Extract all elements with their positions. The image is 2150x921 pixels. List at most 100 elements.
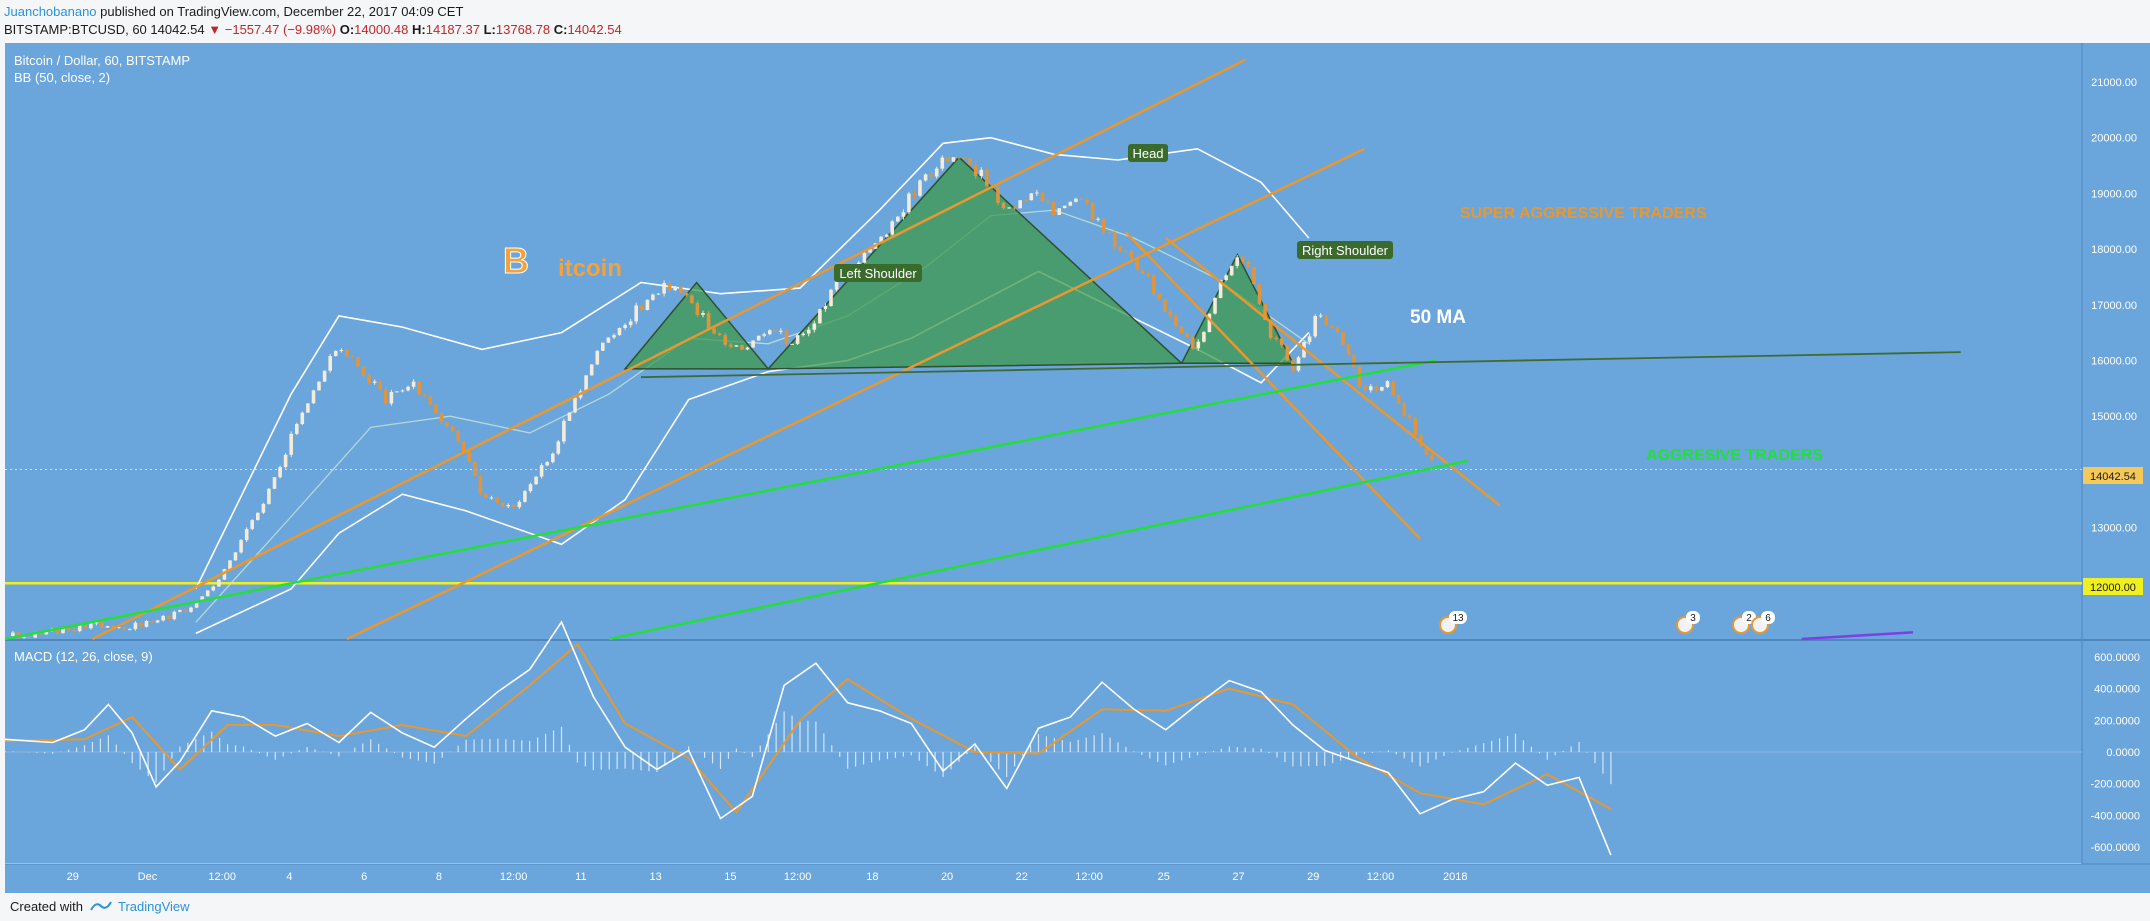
candle-body: [333, 350, 338, 356]
candle-body: [467, 451, 472, 462]
event-count-box: [1686, 611, 1700, 624]
candle-body: [161, 615, 165, 621]
candle-body: [545, 462, 549, 466]
author-link[interactable]: Juanchobanano: [4, 4, 97, 19]
support-badge-box: [2083, 578, 2143, 595]
candle-body: [1391, 381, 1395, 395]
candle-body: [734, 345, 739, 347]
candle-body: [962, 157, 967, 159]
candle-body: [105, 626, 110, 628]
candle-body: [762, 334, 766, 336]
candle-body: [1241, 257, 1245, 262]
candle-body: [111, 626, 115, 629]
macd-signal-line[interactable]: [4, 642, 1612, 814]
price-tick-label: 13000.00: [2091, 523, 2137, 535]
candle-body: [1285, 345, 1290, 361]
candle-body: [450, 426, 455, 431]
event-marker-2[interactable]: 3: [1676, 611, 1700, 634]
aggressive-label: AGGRESIVE TRADERS: [1646, 447, 1823, 464]
candle-body: [1235, 257, 1239, 266]
left-shoulder-label: Left Shoulder: [834, 264, 922, 282]
candle-body: [1257, 284, 1262, 304]
event-marker-3[interactable]: 2: [1732, 611, 1756, 634]
candle-body: [77, 625, 82, 632]
price-tick-label: 18000.00: [2091, 244, 2137, 256]
candle-body: [272, 477, 277, 489]
trendline-green-4[interactable]: [4, 359, 1437, 641]
footer: Created with TradingView: [0, 893, 2150, 921]
chart-area[interactable]: 21000.00 20000.00 19000.00 18000.00 17000.00…: [0, 0, 2150, 893]
candle-body: [929, 174, 933, 177]
candle-body: [1246, 261, 1251, 267]
candle-body: [556, 441, 561, 454]
candle-body: [1018, 200, 1022, 209]
candle-body: [322, 370, 327, 382]
candle-body: [1213, 298, 1217, 314]
candle-body: [222, 569, 227, 580]
candle-body: [1024, 200, 1028, 202]
event-marker-4[interactable]: 6: [1751, 611, 1775, 634]
candle-body: [701, 313, 705, 315]
candle-body: [1057, 208, 1061, 215]
candle-body: [1268, 319, 1273, 338]
candle-body: [189, 607, 193, 612]
candle-body: [946, 157, 950, 162]
candle-body: [567, 412, 572, 421]
left-shoulder-label-box: [834, 264, 922, 282]
candle-body: [823, 306, 828, 309]
candle-body: [717, 333, 722, 335]
legend-bb[interactable]: BB (50, close, 2): [14, 70, 110, 85]
candle-body: [617, 328, 622, 336]
trendline-orange-2[interactable]: [1125, 231, 1422, 540]
price-tick-label: 17000.00: [2091, 300, 2137, 312]
right-shoulder-label: Right Shoulder: [1297, 241, 1393, 259]
trendline-orange-0[interactable]: [91, 58, 1246, 641]
pattern-head[interactable]: [766, 156, 1184, 370]
candle-body: [940, 157, 945, 169]
candle-body: [133, 622, 138, 630]
candle-body: [1079, 198, 1084, 200]
trendline-orange-1[interactable]: [346, 147, 1365, 641]
event-count-box: [1449, 611, 1467, 624]
candle-body: [283, 454, 288, 467]
candle-body: [1280, 338, 1284, 346]
trendline-green-5[interactable]: [608, 459, 1469, 641]
candle-body: [205, 590, 210, 597]
candle-body: [912, 193, 917, 196]
candle-body: [1413, 418, 1418, 435]
event-marker-1[interactable]: 13: [1439, 611, 1467, 634]
candle-body: [523, 491, 527, 502]
publish-line: Juanchobanano published on TradingView.c…: [4, 4, 463, 19]
candle-body: [239, 540, 243, 553]
trendline-neckline-6[interactable]: [640, 351, 1961, 379]
candle-body: [183, 610, 188, 612]
pattern-left-shoulder[interactable]: [623, 281, 770, 370]
candle-body: [979, 169, 984, 177]
candle-body: [679, 286, 683, 294]
head-label: Head: [1128, 144, 1168, 162]
candle-body: [1352, 354, 1356, 367]
candle-body: [706, 313, 711, 329]
candle-body: [673, 286, 677, 291]
candle-body: [1252, 266, 1256, 285]
trendline-orange-3[interactable]: [1164, 236, 1501, 507]
candle-body: [634, 305, 638, 322]
candle-body: [1096, 218, 1100, 220]
candle-body: [350, 356, 355, 358]
tradingview-link[interactable]: TradingView: [118, 899, 190, 914]
macd-line[interactable]: [4, 620, 1612, 856]
candle-body: [1374, 386, 1379, 391]
trendline-purple-7[interactable]: [1801, 631, 1914, 641]
candle-body: [267, 488, 271, 504]
candle-body: [434, 404, 438, 414]
time-tick-label: 25: [1158, 871, 1170, 883]
candle-body: [573, 397, 577, 413]
legend-macd[interactable]: MACD (12, 26, close, 9): [14, 649, 153, 664]
bitcoin-logo-text: itcoin: [558, 255, 622, 282]
time-tick-label: 18: [866, 871, 878, 883]
candle-body: [1307, 336, 1312, 342]
candle-body: [1185, 333, 1189, 338]
candle-body: [1174, 315, 1178, 327]
time-tick-label: 13: [650, 871, 662, 883]
candle-body: [22, 637, 26, 639]
